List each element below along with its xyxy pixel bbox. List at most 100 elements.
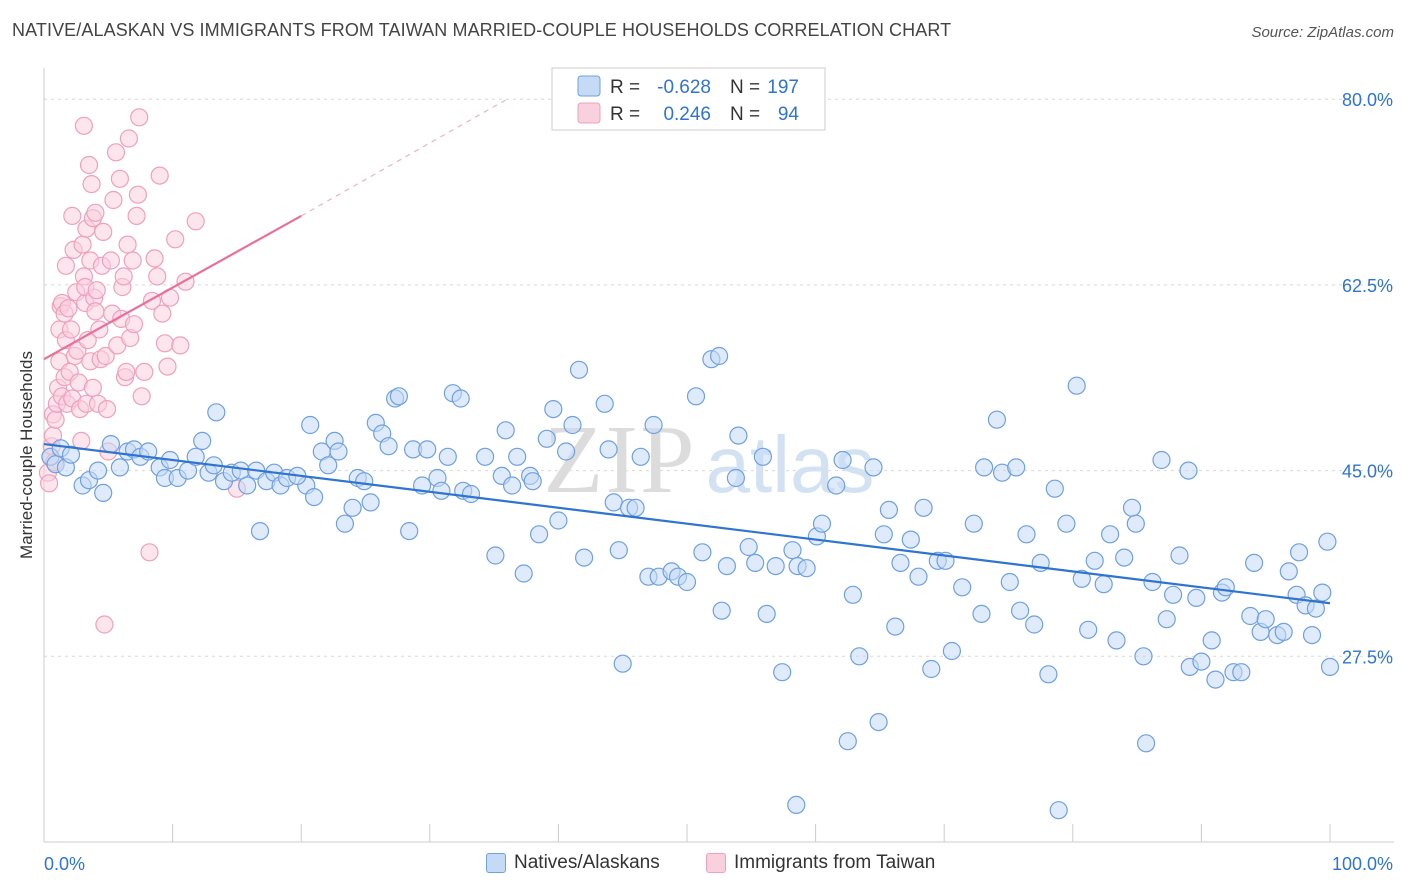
point-natives <box>418 440 437 459</box>
point-taiwan <box>153 304 172 323</box>
point-natives <box>753 447 773 466</box>
point-natives <box>833 450 852 470</box>
stats-legend: R = -0.628 N = 197 R = 0.246 N = 94 <box>551 67 826 131</box>
x-tick-label-min: 0.0% <box>44 854 85 874</box>
watermark: ZIP atlas <box>544 406 875 514</box>
point-natives <box>843 585 863 604</box>
point-natives <box>1079 620 1098 639</box>
point-natives <box>343 498 362 517</box>
point-taiwan <box>118 235 137 254</box>
point-taiwan <box>104 190 123 210</box>
point-natives <box>1100 525 1120 544</box>
point-natives <box>757 604 776 624</box>
x-tick-label-max: 100.0% <box>1332 854 1393 874</box>
point-natives <box>1192 652 1211 671</box>
point-natives <box>787 795 806 815</box>
stats-r-value-natives: -0.628 <box>657 77 711 98</box>
point-natives <box>461 484 481 504</box>
point-natives <box>305 488 324 507</box>
series-taiwan-points <box>38 108 246 634</box>
point-natives <box>1115 548 1134 567</box>
point-natives <box>1289 543 1309 562</box>
stats-r-value-taiwan: 0.246 <box>663 104 711 125</box>
stats-swatch-taiwan <box>577 102 601 124</box>
point-natives <box>523 472 542 491</box>
point-taiwan <box>94 222 113 241</box>
point-natives <box>1085 551 1104 570</box>
point-natives <box>604 493 623 512</box>
point-natives <box>193 431 212 450</box>
point-natives <box>1274 622 1293 642</box>
point-natives <box>693 543 712 562</box>
point-natives <box>717 556 737 576</box>
point-natives <box>686 387 706 406</box>
point-natives <box>537 429 556 448</box>
point-natives <box>783 541 802 560</box>
point-natives <box>94 483 113 502</box>
source-label: Source: ZipAtlas.com <box>1251 24 1394 41</box>
stats-r-label-natives: R = <box>610 77 640 98</box>
point-natives <box>838 732 857 751</box>
stats-n-label-natives: N = <box>730 77 760 98</box>
point-taiwan <box>97 400 117 419</box>
point-natives <box>529 525 549 544</box>
point-taiwan <box>127 206 146 225</box>
point-natives <box>1007 458 1026 477</box>
point-natives <box>238 476 257 495</box>
legend-label-natives: Natives/Alaskans <box>514 852 660 873</box>
point-taiwan <box>110 169 130 188</box>
y-tick-label: 80.0% <box>1342 90 1393 110</box>
point-taiwan <box>82 175 101 194</box>
stats-n-label-taiwan: N = <box>730 104 760 125</box>
point-natives <box>88 461 108 480</box>
point-taiwan <box>46 410 65 429</box>
point-natives <box>909 567 928 586</box>
point-natives <box>1157 610 1176 629</box>
point-taiwan <box>56 256 76 275</box>
stats-r-label-taiwan: R = <box>610 104 640 125</box>
point-natives <box>301 415 320 435</box>
point-natives <box>101 435 121 454</box>
point-natives <box>250 521 270 541</box>
y-axis-label: Married-couple Households <box>17 351 36 559</box>
point-natives <box>574 548 594 567</box>
point-taiwan <box>150 166 169 185</box>
point-taiwan <box>132 387 151 406</box>
point-natives <box>746 553 765 573</box>
point-taiwan <box>86 302 105 321</box>
point-natives <box>1045 479 1064 498</box>
point-taiwan <box>74 116 94 135</box>
point-natives <box>1216 578 1235 597</box>
trend-lines <box>43 98 1331 605</box>
point-natives <box>987 410 1007 429</box>
point-taiwan <box>117 362 136 381</box>
point-natives <box>864 458 883 477</box>
point-taiwan <box>176 272 195 291</box>
point-natives <box>869 712 888 732</box>
point-natives <box>726 468 746 488</box>
legend-item-taiwan: Immigrants from Taiwan <box>706 852 935 874</box>
point-natives <box>972 604 991 624</box>
stats-n-value-natives: 197 <box>767 77 799 98</box>
stats-n-value-taiwan: 94 <box>778 104 800 125</box>
legend-item-natives: Natives/Alaskans <box>486 852 660 874</box>
point-taiwan <box>101 251 121 270</box>
point-natives <box>1039 665 1058 684</box>
point-natives <box>1017 525 1036 544</box>
x-tick-labels: 0.0% 100.0% <box>44 854 1393 874</box>
point-natives <box>1313 583 1332 602</box>
point-natives <box>1232 663 1251 682</box>
gridlines <box>44 98 1394 657</box>
point-natives <box>874 525 893 544</box>
point-natives <box>1206 670 1225 689</box>
point-natives <box>400 521 419 541</box>
point-natives <box>1049 801 1068 820</box>
y-tick-label: 27.5% <box>1342 647 1393 667</box>
point-natives <box>677 572 697 592</box>
point-natives <box>389 387 408 406</box>
y-tick-label: 62.5% <box>1342 276 1393 296</box>
point-natives <box>486 546 505 565</box>
series-legend: Natives/Alaskans Immigrants from Taiwan <box>0 852 1406 878</box>
point-natives <box>361 493 380 512</box>
